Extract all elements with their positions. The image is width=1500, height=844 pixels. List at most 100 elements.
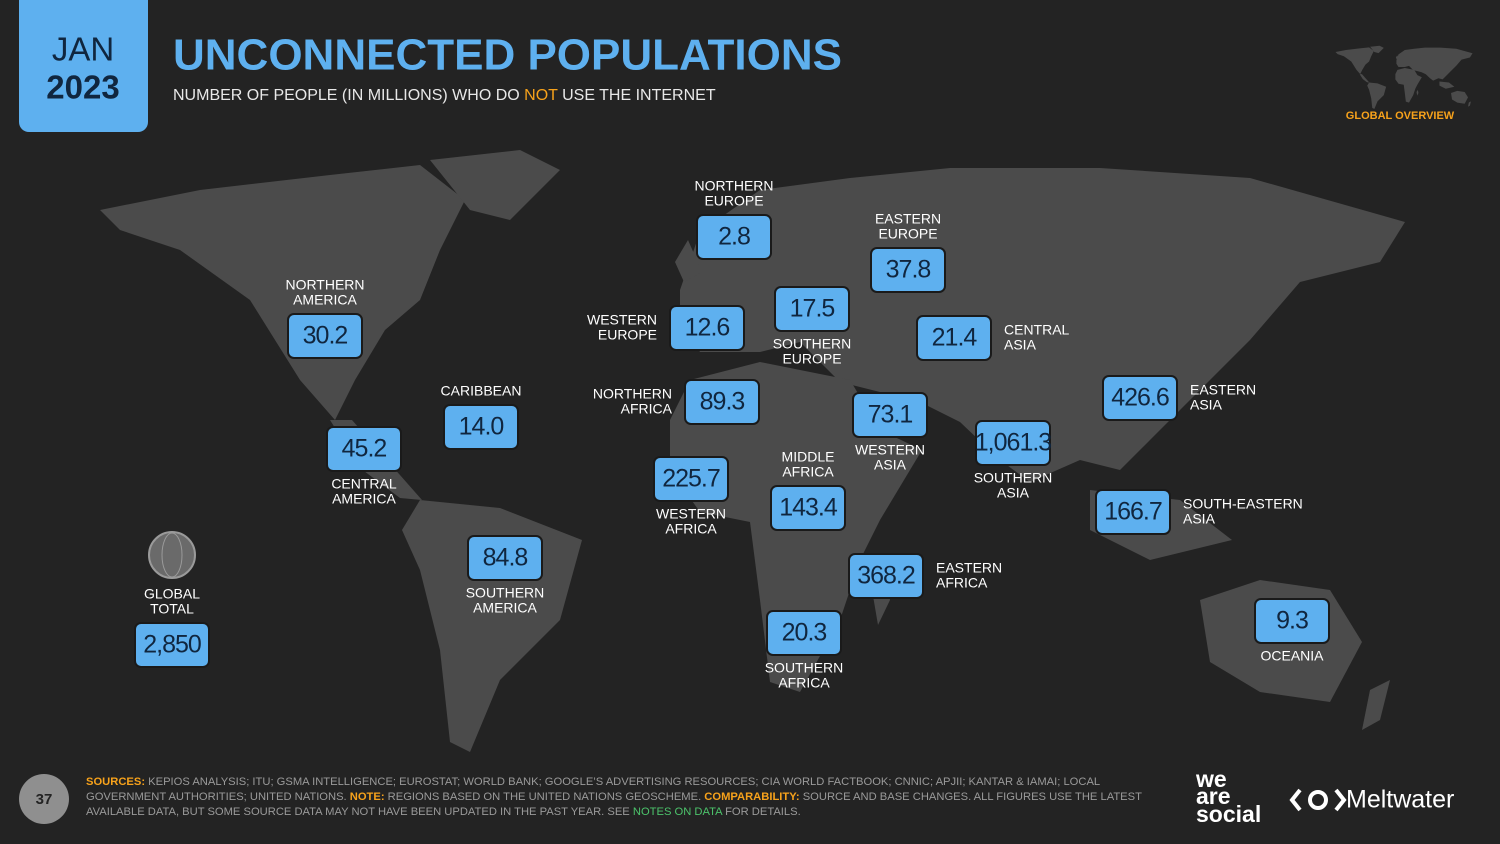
region-label: EUROPE (878, 226, 937, 242)
region-value: 73.1 (868, 401, 913, 429)
region-value: 20.3 (782, 619, 827, 647)
region-label: WESTERN (656, 506, 726, 522)
region-label: AFRICA (665, 521, 717, 537)
region-label: NORTHERN (285, 277, 364, 293)
region-label: EUROPE (598, 327, 657, 343)
subtitle: NUMBER OF PEOPLE (IN MILLIONS) WHO DO NO… (173, 87, 716, 104)
region-label: NORTHERN (694, 178, 773, 194)
value-box (287, 313, 363, 359)
value-box (443, 404, 519, 450)
region-value: 2.8 (718, 223, 750, 251)
region-value: 17.5 (790, 295, 835, 323)
region-label: NORTHERN (593, 386, 672, 402)
value-box (669, 305, 745, 351)
globe-icon-line (161, 532, 183, 578)
value-box (134, 622, 210, 668)
region-label: EUROPE (704, 193, 763, 209)
value-box (1095, 489, 1171, 535)
region-label: ASIA (1190, 397, 1223, 413)
page-badge (19, 774, 69, 824)
region-label: CENTRAL (1004, 322, 1070, 338)
globe-icon (148, 531, 196, 579)
region-value: 426.6 (1111, 384, 1169, 412)
section-label: GLOBAL OVERVIEW (1346, 110, 1455, 122)
footer-text: SOURCE AND BASE CHANGES. ALL FIGURES USE… (86, 791, 1142, 818)
value-box (975, 420, 1051, 466)
value-box (653, 456, 729, 502)
region-value: 225.7 (662, 465, 720, 493)
sponsor-logo: Meltwater (1346, 786, 1454, 814)
region-value: 166.7 (1104, 498, 1162, 526)
footer-key: NOTE: (349, 791, 385, 803)
sponsor-icon (1289, 788, 1347, 812)
region-value: 84.8 (483, 544, 528, 572)
value-box (766, 610, 842, 656)
region-value: 30.2 (303, 322, 348, 350)
region-value: 9.3 (1276, 607, 1308, 635)
month: JAN (52, 31, 114, 68)
date-badge (19, 0, 148, 132)
value-box (696, 214, 772, 260)
logo-line: we (1195, 766, 1227, 792)
value-box (1102, 375, 1178, 421)
value-box (916, 315, 992, 361)
region-label: SOUTHERN (773, 336, 852, 352)
region-value: 37.8 (886, 256, 931, 284)
page-number: 37 (36, 791, 53, 808)
value-box (852, 392, 928, 438)
footer-text: REGIONS BASED ON THE UNITED NATIONS GEOS… (384, 791, 705, 803)
value-box (684, 379, 760, 425)
value-box (870, 247, 946, 293)
logo-line: social (1196, 801, 1261, 827)
footer-notes: SOURCES: KEPIOS ANALYSIS; ITU; GSMA INTE… (86, 775, 1171, 820)
region-label: ASIA (874, 457, 907, 473)
logo-line: are (1196, 783, 1231, 809)
region-label: OCEANIA (1260, 648, 1324, 664)
region-label: EASTERN (875, 211, 941, 227)
region-label: AMERICA (473, 600, 537, 616)
region-value: 89.3 (700, 388, 745, 416)
footer-text: FOR DETAILS. (721, 806, 801, 818)
region-label: AMERICA (332, 491, 396, 507)
value-box (326, 426, 402, 472)
region-label: WESTERN (855, 442, 925, 458)
footer-link[interactable]: NOTES ON DATA (632, 806, 722, 818)
region-label: TOTAL (150, 601, 194, 617)
region-value: 1,061.3 (975, 429, 1052, 457)
subtitle-part: NUMBER OF PEOPLE (IN MILLIONS) WHO DO (173, 87, 524, 104)
region-label: MIDDLE (782, 449, 835, 465)
region-value: 143.4 (779, 494, 838, 522)
region-label: GLOBAL (144, 586, 200, 602)
subtitle-part: USE THE INTERNET (558, 87, 716, 104)
region-label: AFRICA (936, 575, 988, 591)
region-value: 45.2 (342, 435, 387, 463)
footer-text: KEPIOS ANALYSIS; ITU; GSMA INTELLIGENCE;… (86, 776, 1100, 803)
region-label: SOUTHERN (466, 585, 545, 601)
value-box (1254, 598, 1330, 644)
region-label: EUROPE (782, 351, 841, 367)
region-label: EASTERN (936, 560, 1002, 576)
region-label: EASTERN (1190, 382, 1256, 398)
region-value: 12.6 (685, 314, 730, 342)
region-label: AFRICA (621, 401, 673, 417)
partner-logo: we are social (1195, 766, 1261, 827)
region-label: SOUTH-EASTERN (1183, 496, 1303, 512)
region-label: ASIA (1183, 511, 1216, 527)
title: UNCONNECTED POPULATIONS (173, 31, 842, 80)
region-value: 368.2 (857, 562, 915, 590)
region-value: 21.4 (932, 324, 978, 352)
value-box (467, 535, 543, 581)
region-label: AFRICA (782, 464, 834, 480)
region-label: CARIBBEAN (441, 383, 522, 399)
value-box (774, 286, 850, 332)
region-label: SOUTHERN (765, 660, 844, 676)
region-label: WESTERN (587, 312, 657, 328)
footer-key: COMPARABILITY: (704, 791, 800, 803)
region-label: SOUTHERN (974, 470, 1053, 486)
value-box (848, 553, 924, 599)
region-label: AMERICA (293, 292, 357, 308)
region-value: 2,850 (143, 631, 201, 659)
region-label: CENTRAL (331, 476, 397, 492)
